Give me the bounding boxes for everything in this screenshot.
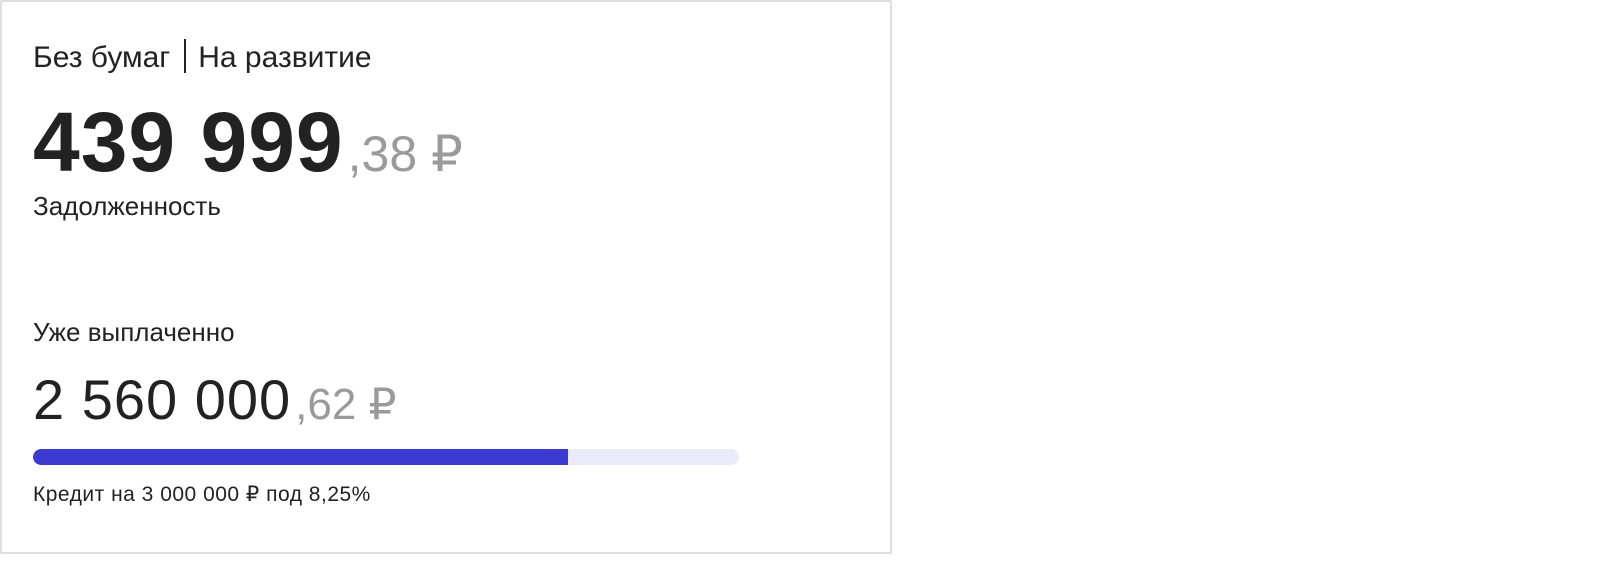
debt-amount: 439 999,38 ₽: [33, 92, 463, 217]
loan-header: Без бумаг На развитие: [33, 38, 372, 78]
loan-card[interactable]: Без бумаг На развитие 439 999,38 ₽ Задолж…: [0, 0, 892, 554]
debt-label: Задолженность: [33, 191, 221, 221]
header-divider: [184, 39, 187, 73]
paid-amount-integer: 2 560 000: [33, 368, 292, 431]
loan-title: Без бумаг: [33, 41, 171, 74]
paid-label: Уже выплаченно: [33, 317, 235, 347]
paid-amount: 2 560 000,62 ₽: [33, 364, 397, 451]
repayment-progress-fill: [33, 449, 569, 465]
paid-amount-fraction: ,62 ₽: [295, 380, 397, 429]
repayment-progress-bar: [33, 449, 739, 465]
credit-info: Кредит на 3 000 000 ₽ под 8,25%: [33, 483, 371, 506]
debt-amount-integer: 439 999: [33, 95, 344, 189]
loan-subtitle: На развитие: [198, 41, 372, 74]
debt-amount-fraction: ,38 ₽: [347, 126, 463, 182]
